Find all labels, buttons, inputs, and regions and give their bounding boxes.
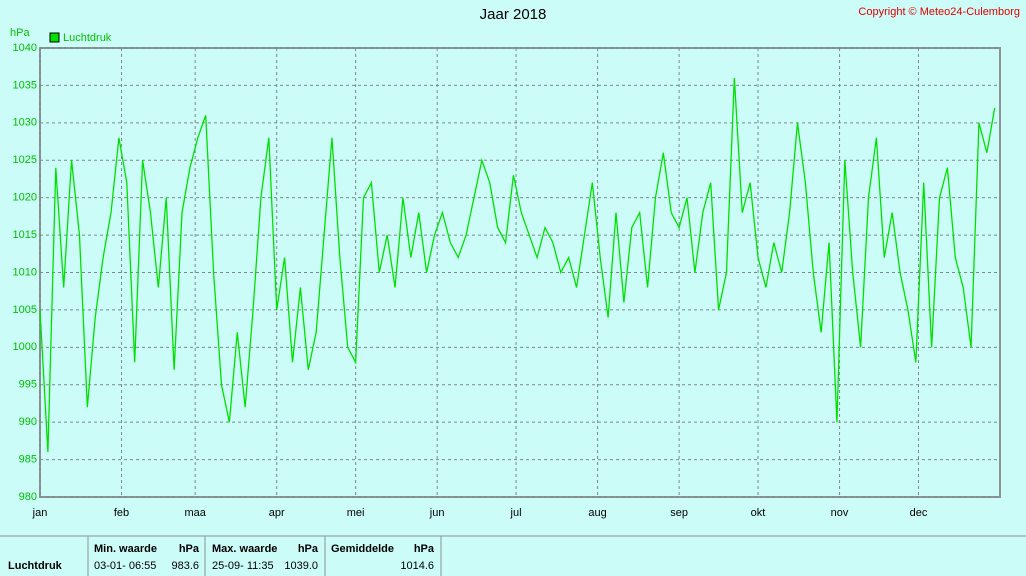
y-tick-label: 980 [19,491,37,503]
x-tick-label: jan [32,507,48,519]
unit: hPa [298,543,319,555]
value: 1039.0 [284,560,318,572]
x-tick-label: jun [429,507,445,519]
y-tick-label: 1030 [13,117,37,129]
time: 25-09- 11:35 [212,560,274,572]
header: Min. waarde [94,543,157,555]
legend-swatch [49,32,60,43]
x-tick-label: jul [510,507,522,519]
x-tick-label: sep [670,507,688,519]
value: 983.6 [171,560,199,572]
x-tick-label: mei [347,507,365,519]
x-tick-label: nov [831,507,849,519]
header: Gemiddelde [331,543,394,555]
y-tick-label: 1010 [13,266,37,278]
chart-title: Jaar 2018 [480,6,547,23]
y-tick-label: 995 [19,379,37,391]
y-tick-label: 985 [19,453,37,465]
value: 1014.6 [400,560,434,572]
unit: hPa [414,543,435,555]
y-axis-label: hPa [10,27,30,39]
y-tick-label: 1000 [13,341,37,353]
unit: hPa [179,543,200,555]
time: 03-01- 06:55 [94,560,156,572]
y-tick-label: 990 [19,416,37,428]
x-tick-label: apr [269,507,285,519]
y-tick-label: 1025 [13,154,37,166]
x-tick-label: dec [910,507,928,519]
x-tick-label: aug [588,507,606,519]
y-tick-label: 1005 [13,304,37,316]
data-line [39,77,996,453]
y-tick-label: 1040 [13,42,37,54]
x-tick-label: feb [114,507,129,519]
x-tick-label: okt [751,507,766,519]
legend-label: Luchtdruk [63,32,112,44]
y-tick-label: 1020 [13,192,37,204]
row-label: Luchtdruk [8,560,63,572]
copyright: Copyright © Meteo24-Culemborg [858,6,1020,18]
y-tick-label: 1035 [13,79,37,91]
y-tick-label: 1015 [13,229,37,241]
x-tick-label: maa [184,507,206,519]
header: Max. waarde [212,543,277,555]
